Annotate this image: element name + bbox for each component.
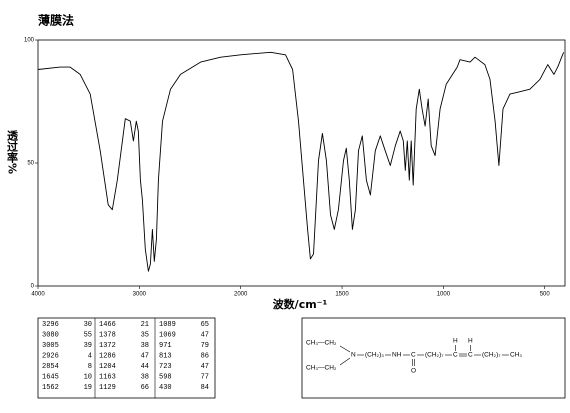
peak-wavenumber: 1562 <box>42 384 59 392</box>
peak-wavenumber: 1089 <box>159 321 176 329</box>
peak-transmittance: 47 <box>201 363 209 371</box>
peak-wavenumber: 430 <box>159 384 172 392</box>
peak-wavenumber: 3080 <box>42 331 59 339</box>
peak-transmittance: 47 <box>201 331 209 339</box>
peak-transmittance: 47 <box>141 352 149 360</box>
chain: (CH₂)₃ <box>365 352 384 359</box>
peak-transmittance: 65 <box>201 321 209 329</box>
peak-wavenumber: 813 <box>159 352 172 360</box>
peak-wavenumber: 1286 <box>99 352 116 360</box>
x-tick-label: 3000 <box>133 292 147 298</box>
peak-transmittance: 19 <box>84 384 92 392</box>
ethyl-bottom: CH₃—CH₂ <box>306 365 337 372</box>
y-axis-label: 透过率% <box>6 130 19 174</box>
peak-table <box>37 317 216 399</box>
peak-transmittance: 38 <box>141 373 149 381</box>
peak-wavenumber: 1466 <box>99 321 116 329</box>
y-tick-label: 50 <box>27 161 34 167</box>
chain: (CH₂)₇ <box>425 352 443 359</box>
x-tick-label: 4000 <box>31 292 45 298</box>
peak-transmittance: 84 <box>201 384 209 392</box>
peak-transmittance: 79 <box>201 342 209 350</box>
atom: NH <box>392 352 402 359</box>
bond <box>339 345 351 353</box>
bond <box>339 357 351 366</box>
atom: C <box>468 352 473 359</box>
peak-wavenumber: 1372 <box>99 342 116 350</box>
peak-wavenumber: 3296 <box>42 321 59 329</box>
peak-transmittance: 21 <box>141 321 149 329</box>
peak-transmittance: 4 <box>88 352 92 360</box>
peak-wavenumber: 1129 <box>99 384 116 392</box>
structure: CH₃—CH₂ CH₃—CH₂ N (CH₂)₃ NH C O (CH₂)₇ C… <box>301 317 566 399</box>
peak-wavenumber: 971 <box>159 342 172 350</box>
peak-wavenumber: 1069 <box>159 331 176 339</box>
plot-frame <box>37 39 566 287</box>
peak-transmittance: 55 <box>84 331 92 339</box>
peak-wavenumber: 1163 <box>99 373 116 381</box>
ethyl-top: CH₃—CH₂ <box>306 340 337 347</box>
peak-transmittance: 38 <box>141 342 149 350</box>
peak-wavenumber: 1378 <box>99 331 116 339</box>
peak-transmittance: 77 <box>201 373 209 381</box>
peak-transmittance: 44 <box>141 363 149 371</box>
x-tick-label: 500 <box>540 292 551 298</box>
peak-transmittance: 30 <box>84 321 92 329</box>
atom: N <box>351 352 356 359</box>
x-tick-label: 1500 <box>335 292 349 298</box>
chain: (CH₂)₇ <box>482 352 500 359</box>
table-frame <box>37 317 216 399</box>
x-tick-label: 1000 <box>437 292 451 298</box>
peak-wavenumber: 1645 <box>42 373 59 381</box>
atom: O <box>411 368 416 375</box>
peak-transmittance: 35 <box>141 331 149 339</box>
atom: H <box>453 338 458 345</box>
x-axis-label: 波数/cm⁻¹ <box>273 297 328 311</box>
atom: C <box>411 352 416 359</box>
atom: CH₃ <box>510 352 522 359</box>
x-tick-label: 2000 <box>234 292 248 298</box>
peak-wavenumber: 3005 <box>42 342 59 350</box>
peak-transmittance: 10 <box>84 373 92 381</box>
atom: C <box>453 352 458 359</box>
peak-wavenumber: 1204 <box>99 363 116 371</box>
peak-wavenumber: 2854 <box>42 363 59 371</box>
atom: H <box>468 338 473 345</box>
peak-wavenumber: 598 <box>159 373 172 381</box>
spectrum-line <box>37 51 565 272</box>
y-tick-label: 100 <box>24 38 35 44</box>
peak-wavenumber: 2926 <box>42 352 59 360</box>
chart-title: 薄膜法 <box>38 13 74 28</box>
peak-transmittance: 39 <box>84 342 92 350</box>
peak-transmittance: 8 <box>88 363 92 371</box>
peak-transmittance: 66 <box>141 384 149 392</box>
y-tick-label: 0 <box>31 284 35 290</box>
structure-frame <box>301 317 566 399</box>
peak-transmittance: 86 <box>201 352 209 360</box>
peak-wavenumber: 723 <box>159 363 172 371</box>
